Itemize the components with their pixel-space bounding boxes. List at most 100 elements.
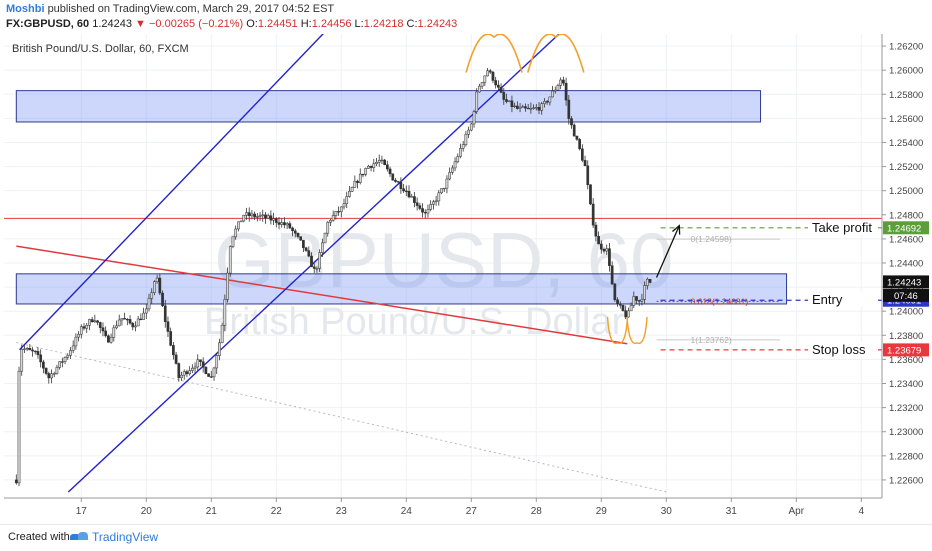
publish-info: Moshbi published on TradingView.com, Mar… [6,3,334,15]
candle-body [472,111,476,125]
candle [58,361,61,370]
candle-body [399,182,403,189]
candle-body [483,75,487,83]
candle [131,321,135,331]
price-tick-label: 1.23000 [889,427,923,438]
candle-body [627,310,630,318]
candle-body [377,160,381,163]
candle-body [586,165,590,185]
candle [280,218,284,228]
candle [608,243,611,272]
candle-body [396,181,400,183]
candle [139,313,143,321]
candle-body [529,108,533,110]
candle [570,116,573,129]
candle [413,191,416,208]
candle-body [82,326,86,329]
candle [369,165,373,172]
annotation-price-badge-label-2: 1.23679 [887,345,921,356]
candle-body [77,333,80,338]
candle-body [356,180,359,183]
candle [618,301,622,309]
double-bottom-arc-1 [626,316,648,345]
candle [407,185,411,199]
candle-body [158,277,162,294]
candle-body [134,325,137,328]
candle [442,187,446,193]
candle [142,307,145,320]
candle-body [39,354,43,363]
candle-body [375,161,378,165]
candle-body [567,99,571,119]
symbol-info: FX:GBPUSD, 60 1.24243 ▼ −0.00265 (−0.21%… [6,18,457,30]
candle [643,281,646,304]
candle [564,77,568,106]
candle-body [182,371,186,376]
tradingview-link[interactable]: TradingView [70,530,158,544]
candle-body [580,148,584,161]
candle [377,154,381,167]
watermark-name: British Pound/U.S. Dollar [204,301,625,343]
candle-body [488,70,492,73]
candle-body [207,373,210,377]
candle-body [434,200,438,203]
candle [174,351,178,365]
candle-body [415,202,419,206]
candle-body [548,96,552,103]
candle [153,280,156,296]
change-arrow-icon: ▼ [135,18,146,30]
low-value: 1.24218 [363,18,404,30]
candle [50,369,53,384]
candle-body [161,292,164,307]
candle-body [310,255,313,268]
candle [69,347,72,360]
candle-body [223,299,227,326]
time-tick-label: 21 [206,506,218,517]
candle-body [33,350,37,353]
candle [107,334,110,343]
candle-body [345,196,349,204]
annotation-label-bg-0 [808,219,878,235]
candle [293,228,297,238]
candle-body [583,160,587,167]
candle-body [610,265,614,285]
candle-body [107,335,110,343]
author-link[interactable]: Moshbi [6,3,45,15]
candle [353,175,357,188]
candle-body [450,167,454,173]
candle [567,95,571,125]
candle [318,249,321,272]
fib-label-0: 0(1.24598) [691,234,732,244]
candle [223,294,227,332]
candle-body [58,361,61,368]
candle [296,232,300,239]
candle-body [562,79,565,84]
candle [402,184,405,193]
candle-body [410,196,414,198]
candle [115,320,118,330]
time-tick-label: 17 [76,506,88,517]
candle-body [526,107,530,110]
candle [31,347,34,357]
candle-body [453,161,457,169]
candle-body [553,89,557,92]
time-tick-label: 30 [661,506,673,517]
price-tick-label: 1.24000 [889,307,923,318]
time-tick-label: 29 [596,506,608,517]
candle-body [318,252,321,269]
tradingview-brand-label: TradingView [92,530,159,544]
candle-body [239,220,243,223]
candle-body [60,361,64,363]
candle-body [123,318,126,320]
candle [602,247,606,254]
candle [488,69,492,74]
candle-body [556,85,560,91]
chart-area[interactable]: GBPUSD, 60 British Pound/U.S. Dollar Briti… [4,34,932,524]
candle-body [50,373,53,379]
candle-body [31,349,34,352]
candle [459,143,462,159]
candle [220,322,224,344]
candle [350,186,354,192]
candle-body [437,192,441,202]
